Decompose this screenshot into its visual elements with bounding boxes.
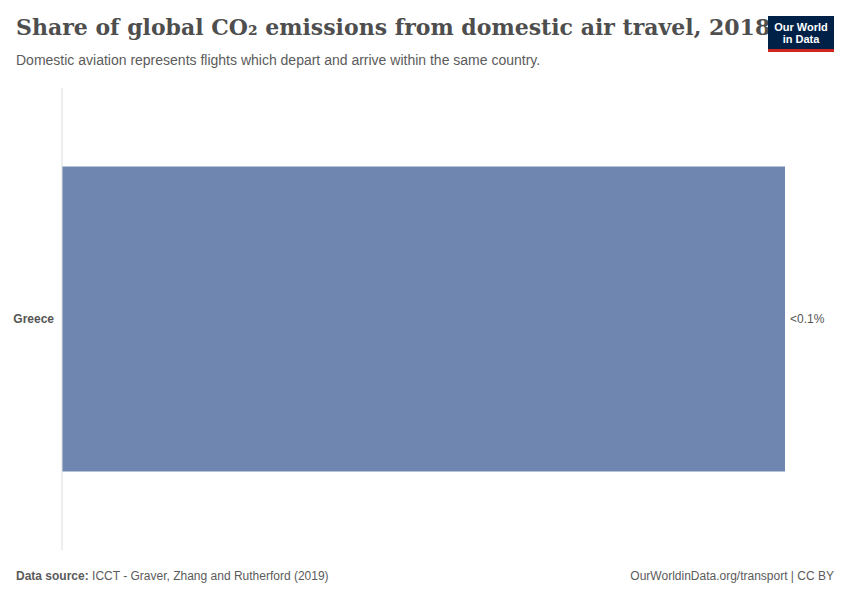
- html-text:Data source: ICCT - Graver, Zh: Data source: ICCT - Graver, Zhang and Ru…: [16, 569, 329, 583]
- svg-text:Greece: Greece: [13, 312, 54, 326]
- svg-text:<0.1%: <0.1%: [790, 312, 825, 326]
- html-text:in Data: in Data: [782, 32, 820, 45]
- html-text:OurWorldinData.org/transport |: OurWorldinData.org/transport | CC BY: [630, 569, 834, 583]
- html-text:Share of global CO₂ emissions: Share of global CO₂ emissions from domes…: [16, 14, 771, 40]
- html-text:Our World: Our World: [774, 20, 828, 33]
- html-text:Domestic aviation represents f: Domestic aviation represents flights whi…: [16, 52, 541, 68]
